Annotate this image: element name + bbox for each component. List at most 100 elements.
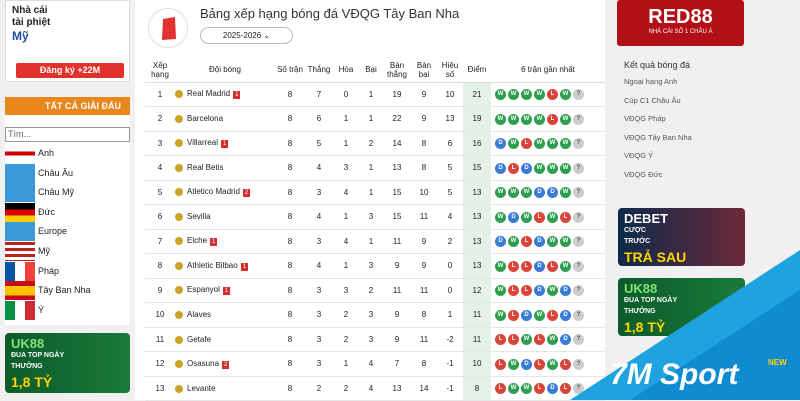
- form-result: L: [560, 211, 571, 223]
- team-name[interactable]: Levante: [187, 383, 216, 393]
- team-name[interactable]: Villarreal: [187, 138, 218, 148]
- pts-cell: 11: [463, 302, 491, 328]
- league-item[interactable]: Mỹ: [5, 242, 130, 261]
- results-link[interactable]: VĐQG Đức: [624, 169, 663, 179]
- team-name[interactable]: Alaves: [187, 310, 212, 320]
- ga-cell: 11: [411, 278, 437, 303]
- form-result: W: [534, 162, 545, 174]
- played-cell: 8: [275, 229, 305, 254]
- ad-text: 1,8 TỶ: [11, 374, 53, 390]
- season-select[interactable]: 2025-2026 ⌄: [200, 27, 293, 44]
- form-result: D: [521, 162, 532, 174]
- won-cell: 7: [305, 82, 333, 107]
- league-item[interactable]: Europe: [5, 222, 130, 242]
- league-item[interactable]: Châu Âu: [5, 163, 130, 183]
- rank-cell: 13: [145, 376, 175, 401]
- ad-banner[interactable]: UK88 ĐUA TOP NGÀY THƯỞNG 1,8 TỶ: [5, 333, 130, 393]
- flag-icon: [5, 183, 35, 203]
- form-result: W: [534, 138, 545, 150]
- league-item[interactable]: Ý: [5, 300, 130, 320]
- ad-brand: DEBET: [624, 211, 669, 226]
- drawn-cell: 3: [333, 155, 359, 181]
- form-result: W: [521, 383, 532, 395]
- team-name[interactable]: Elche: [187, 236, 208, 246]
- form-result: D: [560, 309, 571, 321]
- results-link[interactable]: VĐQG Ý: [624, 151, 654, 160]
- won-cell: 6: [305, 106, 333, 132]
- gd-cell: 6: [437, 131, 463, 156]
- register-button[interactable]: Đăng ký +22M: [16, 63, 124, 78]
- red-card-count: 1: [233, 91, 241, 100]
- form-cell: D W L W W W?: [491, 131, 605, 156]
- results-link[interactable]: VĐQG Pháp: [624, 114, 666, 123]
- won-cell: 4: [305, 155, 333, 181]
- lost-cell: 3: [359, 302, 383, 328]
- team-logo: [175, 261, 183, 270]
- league-item[interactable]: Pháp: [5, 261, 130, 281]
- team-name[interactable]: Real Betis: [187, 163, 224, 173]
- ad-banner[interactable]: DEBET CƯỢC TRƯỚC TRẢ SAU: [618, 208, 745, 266]
- lost-cell: 2: [359, 131, 383, 156]
- column-header: 6 trận gần nhất: [491, 58, 605, 83]
- league-item[interactable]: Tây Ban Nha: [5, 281, 130, 301]
- form-result: D: [508, 211, 519, 223]
- results-link[interactable]: Cúp C1 Châu Âu: [624, 95, 681, 105]
- ad-text: ĐUA TOP NGÀY: [624, 297, 678, 304]
- pts-cell: 11: [463, 327, 491, 352]
- form-result: ?: [573, 162, 584, 174]
- won-cell: 3: [305, 327, 333, 352]
- form-result: ?: [573, 383, 584, 395]
- team-cell: Atletico Madrid 2: [175, 180, 275, 205]
- ad-text: ĐUA TOP NGÀY: [11, 352, 65, 359]
- league-item[interactable]: Đức: [5, 202, 130, 222]
- ad-text: THƯỞNG: [624, 308, 656, 315]
- gf-cell: 13: [383, 155, 411, 181]
- team-logo: [175, 384, 183, 393]
- league-item[interactable]: Anh: [5, 144, 130, 163]
- standings-row: 7 Elche 1 8 3 4 1 11 9 2 13 D W L D W W?: [145, 229, 605, 254]
- form-result: L: [547, 309, 558, 321]
- ad-banner[interactable]: RED88 NHÀ CÁI SỐ 1 CHÂU Á: [617, 0, 744, 46]
- flag-icon: [5, 222, 35, 242]
- league-logo: [148, 8, 188, 48]
- team-name[interactable]: Real Madrid: [187, 89, 231, 99]
- played-cell: 8: [275, 131, 305, 156]
- standings-row: 9 Espanyol 1 8 3 3 2 11 11 0 12 W L L D W D?: [145, 278, 605, 303]
- results-link[interactable]: VĐQG Tây Ban Nha: [624, 132, 692, 142]
- form-result: L: [547, 89, 558, 101]
- won-cell: 3: [305, 302, 333, 328]
- results-title: Kết quả bóng đá: [624, 60, 691, 70]
- team-name[interactable]: Espanyol: [187, 285, 220, 295]
- standings-row: 13 Levante 8 2 2 4 13 14 -1 8 L W W L D L?: [145, 376, 605, 401]
- form-result: D: [547, 383, 558, 395]
- gd-cell: -1: [437, 351, 463, 377]
- team-name[interactable]: Barcelona: [187, 114, 224, 124]
- rank-cell: 5: [145, 180, 175, 205]
- ga-cell: 10: [411, 180, 437, 205]
- team-name[interactable]: Sevilla: [187, 212, 211, 222]
- gd-cell: 4: [437, 204, 463, 230]
- lost-cell: 1: [359, 106, 383, 132]
- league-item[interactable]: Châu Mỹ: [5, 183, 130, 203]
- gd-cell: 10: [437, 82, 463, 107]
- team-name[interactable]: Osasuna: [187, 358, 220, 368]
- ga-cell: 9: [411, 82, 437, 107]
- team-logo: [175, 115, 183, 124]
- drawn-cell: 2: [333, 327, 359, 352]
- team-logo: [175, 164, 183, 173]
- flag-icon: [5, 202, 35, 222]
- results-link[interactable]: Ngoại hạng Anh: [624, 77, 678, 86]
- drawn-cell: 0: [333, 82, 359, 107]
- form-result: D: [534, 236, 545, 248]
- team-cell: Real Madrid 1: [175, 82, 275, 107]
- gf-cell: 15: [383, 204, 411, 230]
- team-name[interactable]: Athletic Bilbao: [187, 260, 238, 270]
- team-name[interactable]: Getafe: [187, 334, 212, 344]
- team-logo: [175, 286, 183, 295]
- lost-cell: 3: [359, 204, 383, 230]
- rank-cell: 8: [145, 253, 175, 279]
- won-cell: 2: [305, 376, 333, 401]
- search-input[interactable]: Tìm...: [5, 127, 130, 142]
- team-name[interactable]: Atletico Madrid: [187, 187, 240, 197]
- form-result: D: [534, 187, 545, 199]
